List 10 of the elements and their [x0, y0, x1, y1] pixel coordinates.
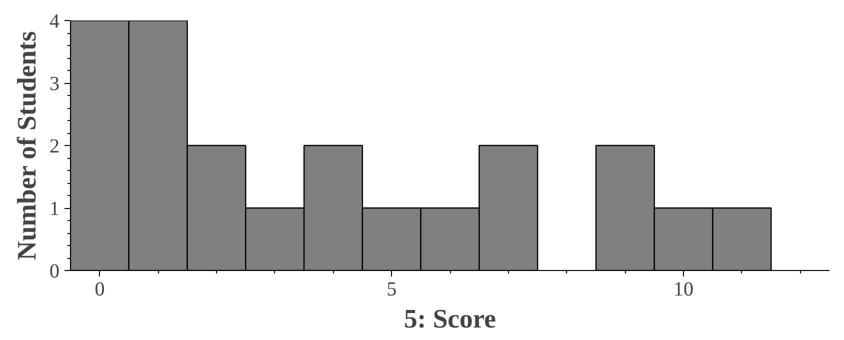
- x-tick-label: 5: [386, 278, 397, 300]
- y-tick-label: 0: [50, 260, 60, 282]
- x-tick-label: 0: [94, 278, 105, 300]
- y-axis-title: Number of Students: [12, 31, 42, 260]
- y-tick-label: 2: [50, 136, 60, 158]
- y-tick-label: 1: [50, 198, 60, 220]
- y-tick-label: 3: [50, 73, 60, 95]
- x-axis-title: 5: Score: [404, 304, 496, 334]
- x-tick-label: 10: [674, 278, 694, 300]
- y-tick-label: 4: [50, 10, 60, 32]
